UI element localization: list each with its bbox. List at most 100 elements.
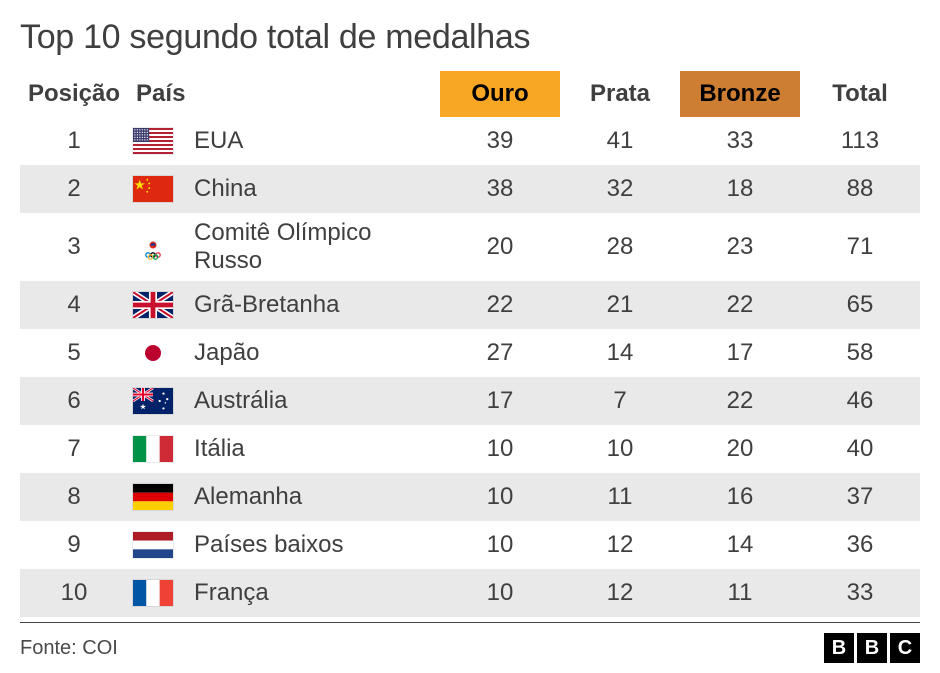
- cell-country: China: [188, 165, 440, 213]
- cell-total: 88: [800, 165, 920, 213]
- bbc-c-icon: C: [890, 633, 920, 663]
- cell-position: 2: [20, 165, 128, 213]
- cell-position: 5: [20, 329, 128, 377]
- flag-netherlands-icon: [132, 531, 174, 559]
- cell-gold: 39: [440, 117, 560, 165]
- footer: Fonte: COI B B C: [20, 622, 920, 663]
- cell-bronze: 33: [680, 117, 800, 165]
- cell-total: 65: [800, 281, 920, 329]
- cell-gold: 27: [440, 329, 560, 377]
- flag-uk-icon: [132, 291, 174, 319]
- cell-flag: [128, 521, 188, 569]
- cell-silver: 41: [560, 117, 680, 165]
- cell-bronze: 20: [680, 425, 800, 473]
- flag-italy-icon: [132, 435, 174, 463]
- cell-gold: 10: [440, 473, 560, 521]
- cell-total: 36: [800, 521, 920, 569]
- cell-position: 10: [20, 569, 128, 617]
- cell-bronze: 17: [680, 329, 800, 377]
- cell-country: Austrália: [188, 377, 440, 425]
- cell-silver: 32: [560, 165, 680, 213]
- cell-gold: 10: [440, 521, 560, 569]
- medal-table: Posição País Ouro Prata Bronze Total 1 E…: [20, 71, 920, 617]
- source-label: Fonte: COI: [20, 637, 118, 660]
- table-row: 2 China 38 32 18 88: [20, 165, 920, 213]
- cell-bronze: 23: [680, 213, 800, 281]
- cell-gold: 10: [440, 569, 560, 617]
- cell-country: França: [188, 569, 440, 617]
- cell-flag: [128, 569, 188, 617]
- cell-bronze: 18: [680, 165, 800, 213]
- cell-country: Países baixos: [188, 521, 440, 569]
- cell-flag: [128, 377, 188, 425]
- cell-bronze: 22: [680, 281, 800, 329]
- cell-country: Comitê Olímpico Russo: [188, 213, 440, 281]
- table-row: 7 Itália 10 10 20 40: [20, 425, 920, 473]
- cell-bronze: 22: [680, 377, 800, 425]
- cell-country: Japão: [188, 329, 440, 377]
- cell-bronze: 11: [680, 569, 800, 617]
- table-body: 1 EUA 39 41 33 113 2 China 38 32 18 88 3: [20, 117, 920, 617]
- cell-position: 9: [20, 521, 128, 569]
- cell-total: 33: [800, 569, 920, 617]
- table-row: 6 Austrália 17 7 22 46: [20, 377, 920, 425]
- table-row: 9 Países baixos 10 12 14 36: [20, 521, 920, 569]
- cell-total: 71: [800, 213, 920, 281]
- cell-total: 113: [800, 117, 920, 165]
- bbc-logo: B B C: [824, 633, 920, 663]
- flag-france-icon: [132, 579, 174, 607]
- cell-gold: 10: [440, 425, 560, 473]
- cell-total: 37: [800, 473, 920, 521]
- cell-gold: 38: [440, 165, 560, 213]
- col-total: Total: [800, 71, 920, 117]
- cell-gold: 17: [440, 377, 560, 425]
- cell-position: 4: [20, 281, 128, 329]
- table-row: 1 EUA 39 41 33 113: [20, 117, 920, 165]
- cell-country: Alemanha: [188, 473, 440, 521]
- cell-position: 6: [20, 377, 128, 425]
- header-row: Posição País Ouro Prata Bronze Total: [20, 71, 920, 117]
- table-row: 4 Grã-Bretanha 22 21 22 65: [20, 281, 920, 329]
- cell-position: 1: [20, 117, 128, 165]
- bbc-b1-icon: B: [824, 633, 854, 663]
- col-silver: Prata: [560, 71, 680, 117]
- cell-position: 8: [20, 473, 128, 521]
- cell-gold: 20: [440, 213, 560, 281]
- col-bronze: Bronze: [680, 71, 800, 117]
- table-row: 5 Japão 27 14 17 58: [20, 329, 920, 377]
- flag-australia-icon: [132, 387, 174, 415]
- table-row: 8 Alemanha 10 11 16 37: [20, 473, 920, 521]
- cell-flag: [128, 213, 188, 281]
- table-row: 3 Comitê Olímpico Russo 20 28 23 71: [20, 213, 920, 281]
- bbc-b2-icon: B: [857, 633, 887, 663]
- cell-position: 3: [20, 213, 128, 281]
- col-country: País: [128, 71, 440, 117]
- flag-germany-icon: [132, 483, 174, 511]
- flag-usa-icon: [132, 127, 174, 155]
- cell-total: 40: [800, 425, 920, 473]
- table-row: 10 França 10 12 11 33: [20, 569, 920, 617]
- cell-silver: 28: [560, 213, 680, 281]
- flag-japan-icon: [132, 339, 174, 367]
- cell-flag: [128, 117, 188, 165]
- cell-country: Itália: [188, 425, 440, 473]
- flag-roc-icon: [132, 233, 174, 261]
- cell-country: EUA: [188, 117, 440, 165]
- cell-total: 46: [800, 377, 920, 425]
- cell-flag: [128, 165, 188, 213]
- cell-flag: [128, 329, 188, 377]
- cell-silver: 14: [560, 329, 680, 377]
- cell-flag: [128, 281, 188, 329]
- cell-gold: 22: [440, 281, 560, 329]
- cell-bronze: 14: [680, 521, 800, 569]
- cell-silver: 10: [560, 425, 680, 473]
- cell-flag: [128, 425, 188, 473]
- col-gold: Ouro: [440, 71, 560, 117]
- cell-silver: 11: [560, 473, 680, 521]
- cell-bronze: 16: [680, 473, 800, 521]
- cell-silver: 12: [560, 569, 680, 617]
- cell-flag: [128, 473, 188, 521]
- title: Top 10 segundo total de medalhas: [20, 18, 920, 57]
- cell-silver: 21: [560, 281, 680, 329]
- col-position: Posição: [20, 71, 128, 117]
